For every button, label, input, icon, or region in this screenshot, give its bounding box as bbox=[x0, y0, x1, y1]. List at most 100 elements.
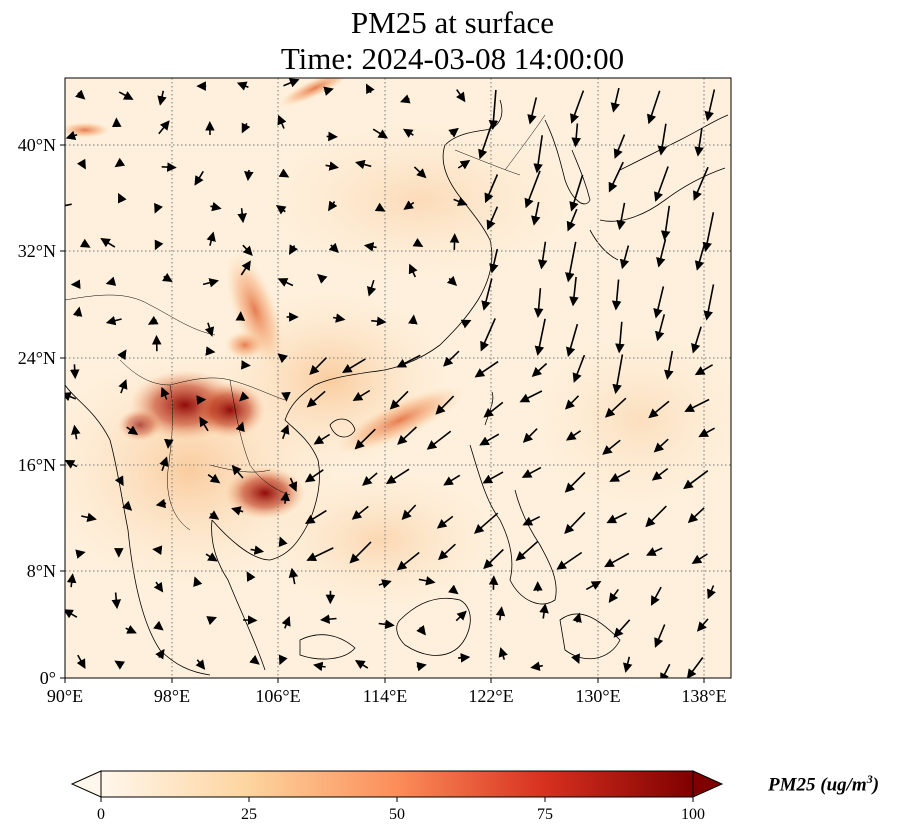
y-tick-label: 24°N bbox=[17, 348, 56, 368]
colorbar-title-text: PM25 (ug/m bbox=[768, 774, 867, 796]
wind-arrow bbox=[613, 619, 631, 638]
wind-arrow bbox=[111, 592, 122, 610]
wind-arrow bbox=[81, 512, 97, 523]
wind-arrow bbox=[288, 244, 298, 255]
wind-arrow bbox=[278, 536, 288, 548]
wind-arrow bbox=[349, 541, 372, 564]
x-tick-label: 138°E bbox=[681, 686, 727, 706]
wind-arrow bbox=[158, 120, 170, 135]
colorbar-tick-label: 50 bbox=[389, 806, 405, 823]
wind-arrow bbox=[399, 94, 411, 104]
wind-arrow bbox=[418, 576, 436, 586]
colorbar-title-exponent: 3 bbox=[866, 772, 873, 786]
wind-arrow bbox=[114, 475, 124, 487]
wind-arrow bbox=[566, 208, 578, 232]
wind-arrow bbox=[277, 278, 294, 287]
wind-arrow bbox=[486, 206, 499, 231]
wind-arrow bbox=[363, 242, 377, 252]
wind-arrow bbox=[114, 157, 126, 168]
wind-arrow bbox=[660, 663, 671, 678]
colorbar-tick-label: 25 bbox=[241, 806, 257, 823]
wind-arrow bbox=[684, 398, 710, 412]
wind-arrow bbox=[72, 306, 83, 317]
wind-arrow bbox=[244, 169, 254, 182]
wind-arrow bbox=[205, 552, 218, 562]
wind-arrow bbox=[75, 549, 86, 559]
wind-arrow bbox=[206, 231, 216, 246]
wind-arrow bbox=[278, 654, 288, 666]
wind-arrow bbox=[650, 586, 662, 606]
wind-arrow bbox=[426, 430, 452, 450]
x-tick-label: 98°E bbox=[153, 686, 191, 706]
wind-arrow bbox=[126, 425, 139, 436]
wind-arrow bbox=[105, 315, 122, 326]
wind-arrow bbox=[453, 196, 468, 206]
wind-arrow bbox=[157, 90, 167, 106]
wind-arrow bbox=[75, 89, 86, 100]
x-tick-label: 122°E bbox=[468, 686, 514, 706]
wind-arrow bbox=[527, 97, 538, 125]
wind-arrow bbox=[159, 456, 169, 472]
wind-arrow bbox=[702, 212, 715, 253]
wind-arrow bbox=[703, 284, 715, 321]
wind-arrow bbox=[565, 430, 582, 441]
wind-arrow bbox=[408, 314, 418, 325]
wind-arrow bbox=[413, 166, 427, 179]
wind-arrow bbox=[100, 238, 116, 248]
wind-arrow bbox=[352, 389, 371, 402]
wind-arrow bbox=[210, 201, 222, 212]
wind-arrow bbox=[243, 615, 258, 625]
wind-arrow bbox=[342, 358, 366, 374]
wind-arrow bbox=[696, 618, 709, 632]
wind-arrow bbox=[155, 648, 165, 660]
wind-arrow bbox=[362, 472, 378, 486]
wind-arrow bbox=[482, 471, 504, 484]
wind-arrow bbox=[609, 469, 631, 482]
wind-arrow bbox=[402, 128, 414, 138]
wind-arrow bbox=[446, 275, 458, 287]
wind-arrow bbox=[571, 123, 581, 148]
wind-arrow bbox=[194, 170, 204, 186]
wind-arrow bbox=[237, 208, 247, 224]
wind-arrow bbox=[691, 326, 702, 354]
wind-arrow bbox=[683, 470, 709, 490]
wind-arrow bbox=[443, 350, 460, 367]
wind-arrow bbox=[479, 433, 500, 446]
wind-arrow bbox=[355, 159, 372, 170]
wind-arrow bbox=[571, 653, 580, 664]
wind-arrow bbox=[602, 439, 621, 455]
wind-arrow bbox=[249, 654, 260, 665]
wind-arrow bbox=[403, 200, 415, 210]
wind-arrow bbox=[378, 619, 395, 630]
y-tick-label: 0° bbox=[39, 668, 56, 688]
x-tick-label: 130°E bbox=[575, 686, 621, 706]
wind-arrow bbox=[65, 392, 77, 402]
wind-arrow bbox=[280, 491, 290, 504]
wind-arrow bbox=[524, 170, 541, 209]
wind-arrow bbox=[317, 273, 328, 284]
wind-arrow bbox=[686, 657, 704, 678]
wind-arrow bbox=[656, 239, 667, 268]
wind-arrow bbox=[533, 135, 543, 174]
wind-arrow bbox=[76, 654, 86, 670]
wind-arrow bbox=[288, 477, 298, 492]
wind-arrow bbox=[585, 581, 602, 591]
wind-arrow bbox=[664, 350, 674, 380]
wind-arrow bbox=[645, 505, 667, 528]
map-timestamp: Time: 2024-03-08 14:00:00 bbox=[280, 41, 625, 76]
wind-arrow bbox=[207, 473, 221, 484]
wind-arrow bbox=[66, 573, 77, 588]
wind-arrow bbox=[489, 248, 499, 274]
wind-arrow bbox=[65, 201, 72, 211]
wind-arrow bbox=[240, 360, 251, 370]
wind-arrow bbox=[117, 349, 127, 361]
wind-arrow bbox=[480, 318, 496, 352]
wind-arrow bbox=[611, 279, 622, 311]
wind-arrow bbox=[483, 548, 504, 570]
wind-arrow bbox=[241, 122, 251, 134]
wind-arrow bbox=[313, 433, 331, 445]
wind-arrow bbox=[693, 166, 709, 201]
wind-arrow bbox=[366, 279, 377, 297]
wind-arrow bbox=[71, 424, 81, 440]
